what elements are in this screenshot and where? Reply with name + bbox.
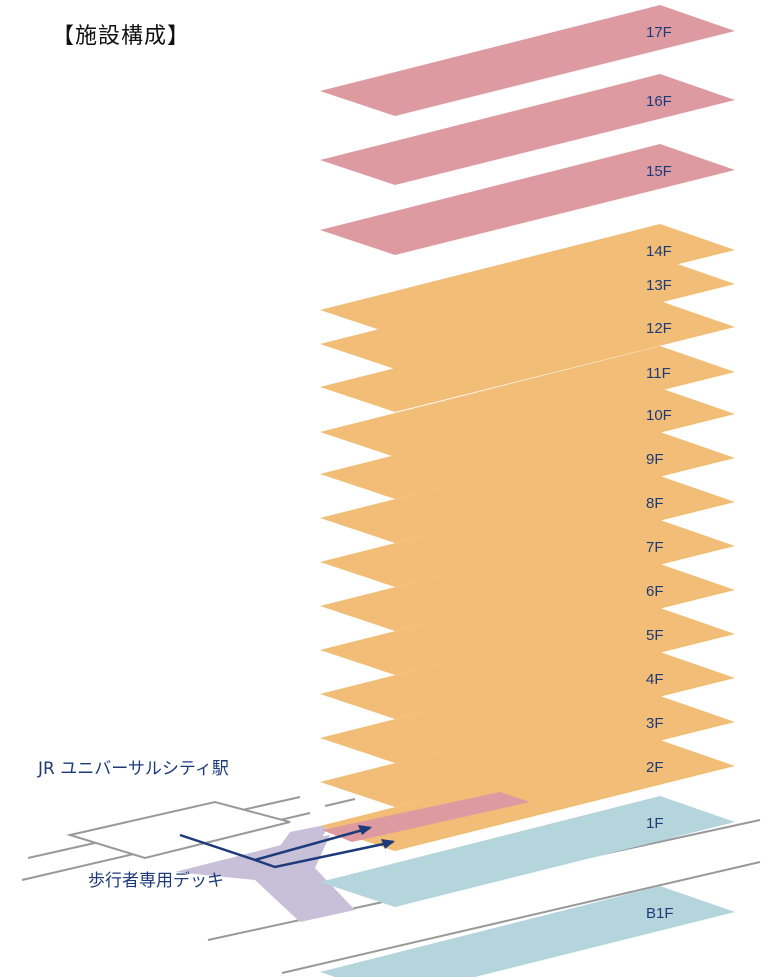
floor-plate-12f	[320, 301, 735, 412]
walkway-arrows	[179, 826, 394, 869]
floor-label-2f: 2F	[646, 759, 664, 776]
page-title: 【施設構成】	[52, 24, 191, 49]
floor-plate-8f	[320, 476, 735, 587]
floor-plate-10f	[320, 388, 735, 499]
arrow-head-icon	[381, 839, 395, 849]
floor-label-9f: 9F	[646, 451, 664, 468]
floor-plate-17f	[320, 5, 735, 116]
rail-line	[281, 861, 761, 974]
floor-label-17f: 17F	[646, 24, 672, 41]
floor-label-1f: 1F	[646, 815, 664, 832]
station-platform	[66, 800, 291, 860]
floor-label-14f: 14F	[646, 243, 672, 260]
floor-plate-1f	[320, 796, 735, 907]
floor-label-4f: 4F	[646, 671, 664, 688]
floor-stack: 17F 16F 15F 14F 13F 12F 11F 10F 9F 8F 7F 6F 5F 4F 3F 2F…	[320, 5, 735, 977]
floor-label-16f: 16F	[646, 93, 672, 110]
floor-label-3f: 3F	[646, 715, 664, 732]
deck-label: 歩行者専用デッキ	[88, 870, 224, 891]
station-label: JR ユニバーサルシティ駅	[37, 759, 229, 779]
floor-plate-15f	[320, 144, 735, 255]
floor-label-12f: 12F	[646, 320, 672, 337]
floor-label-8f: 8F	[646, 495, 664, 512]
floor-label-13f: 13F	[646, 277, 672, 294]
floor-label-b1f: B1F	[646, 905, 674, 922]
arrow-head-icon	[358, 825, 372, 835]
floor-plate-6f	[320, 564, 735, 675]
floor-plate-4f	[320, 652, 735, 763]
floor-plate-16f	[320, 74, 735, 185]
floor-label-11f: 11F	[646, 365, 671, 382]
floor-plate-13f	[320, 258, 735, 369]
floor-plate-b1f	[320, 886, 735, 977]
floor-plate-11f	[320, 346, 735, 457]
arrow-path	[254, 840, 394, 869]
floor-plate-7f	[320, 520, 735, 631]
rail-line	[324, 798, 356, 807]
floor-plate-14f	[320, 224, 735, 335]
floor-label-7f: 7F	[646, 539, 664, 556]
floor-label-5f: 5F	[646, 627, 664, 644]
floor-plate-5f	[320, 608, 735, 719]
floor-label-6f: 6F	[646, 583, 664, 600]
floor-plate-3f	[320, 696, 735, 807]
floor-label-15f: 15F	[646, 163, 672, 180]
deck-connection-area	[322, 792, 530, 842]
floor-label-10f: 10F	[646, 407, 672, 424]
floor-plate-9f	[320, 432, 735, 543]
